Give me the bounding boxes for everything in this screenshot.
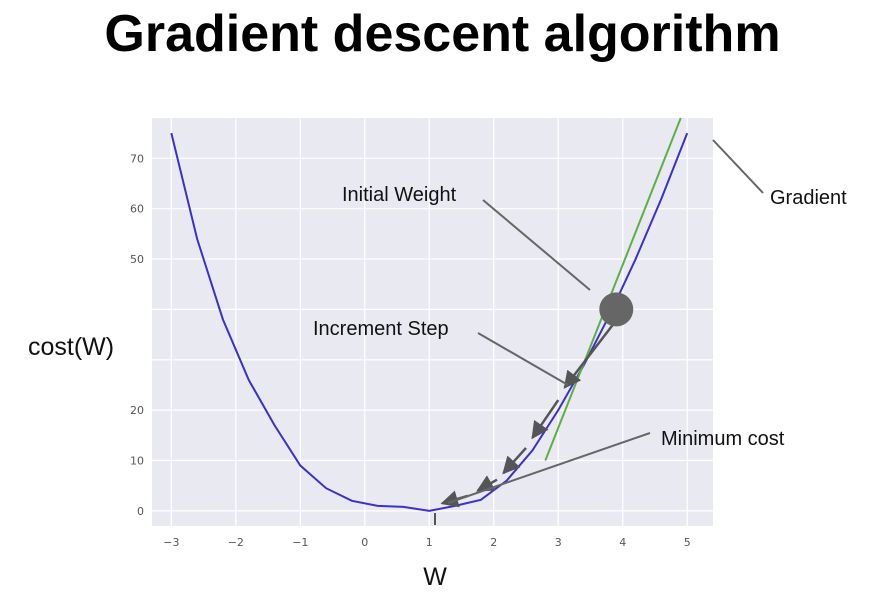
step-arrow xyxy=(476,475,498,492)
y-tick-labels: 0 10 20 50 60 70 xyxy=(130,152,144,518)
annotation-gradient: Gradient xyxy=(770,187,847,209)
x-tick-label: −1 xyxy=(292,536,308,549)
x-tick-label: 4 xyxy=(619,536,626,549)
initial-weight-pointer xyxy=(482,199,591,291)
minimum-cost-pointer xyxy=(447,432,651,504)
cost-curve xyxy=(170,132,689,512)
page-title: Gradient descent algorithm xyxy=(104,5,781,63)
y-tick-label: 70 xyxy=(130,152,144,165)
y-tick-label: 0 xyxy=(137,505,144,518)
x-tick-label: 3 xyxy=(555,536,562,549)
x-tick-label: 5 xyxy=(684,536,691,549)
y-tick-label: 60 xyxy=(130,203,144,216)
step-arrow xyxy=(531,399,560,440)
x-axis-label: W xyxy=(423,563,447,591)
x-tick-label: −2 xyxy=(228,536,244,549)
gradient-tangent-line xyxy=(544,117,682,461)
x-tick-label: −3 xyxy=(163,536,179,549)
x-tick-label: 2 xyxy=(490,536,497,549)
y-axis-label: cost(W) xyxy=(28,333,114,361)
gradient-pointer xyxy=(712,139,764,194)
step-arrow xyxy=(502,447,527,475)
y-tick-label: 20 xyxy=(130,404,144,417)
y-tick-label: 50 xyxy=(130,253,144,266)
x-tick-label: 1 xyxy=(426,536,433,549)
x-tick-label: 0 xyxy=(361,536,368,549)
annotation-increment-step: Increment Step xyxy=(313,318,449,340)
annotation-initial-weight: Initial Weight xyxy=(342,184,457,206)
initial-weight-point xyxy=(599,292,634,327)
y-tick-label: 10 xyxy=(130,455,144,468)
annotation-minimum-cost: Minimum cost xyxy=(661,428,785,450)
increment-step-pointer xyxy=(477,332,569,386)
x-tick-labels: −3 −2 −1 0 1 2 3 4 5 xyxy=(163,536,690,549)
step-arrow xyxy=(563,323,615,389)
